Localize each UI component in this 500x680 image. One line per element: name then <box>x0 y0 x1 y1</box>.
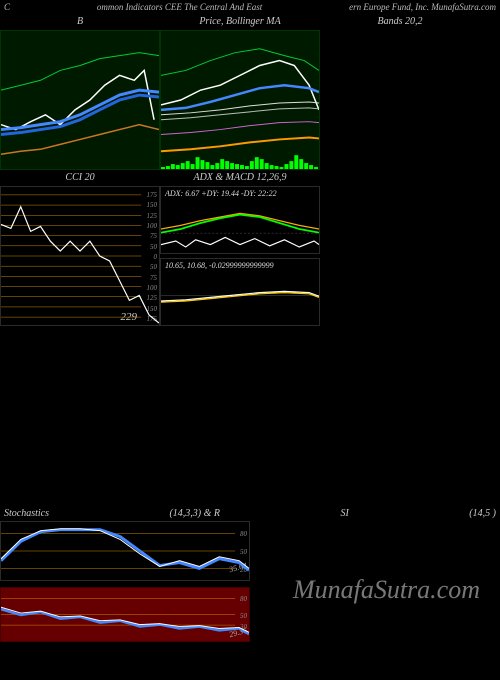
rsi-label: SI <box>340 508 348 519</box>
stoch-label: Stochastics <box>4 508 49 519</box>
macd-panel: 10.65, 10.68, -0.02999999999999 <box>160 258 320 326</box>
adx-macd-stack: ADX: 6.67 +DY: 19.44 -DY: 22:22 10.65, 1… <box>160 186 320 326</box>
title-cci: CCI 20 <box>0 172 160 184</box>
adx-label: ADX: 6.67 +DY: 19.44 -DY: 22:22 <box>165 189 277 198</box>
spacer <box>0 326 500 506</box>
stoch-title-row: Stochastics (14,3,3) & R SI (14,5 ) <box>0 506 500 521</box>
price-panel-2 <box>160 30 320 170</box>
title-bbands-right: Bands 20,2 <box>320 16 480 28</box>
rsi-params: (14,5 ) <box>469 508 496 519</box>
watermark: MunafaSutra.com <box>293 575 480 605</box>
row2: 229 175150125100755005075100125150175 AD… <box>0 186 500 326</box>
title-price-ma: Price, Bollinger MA <box>160 16 320 28</box>
cci-panel: 229 175150125100755005075100125150175 <box>0 186 160 326</box>
row2-titles: CCI 20 ADX & MACD 12,26,9 <box>0 170 500 186</box>
header-left: C <box>4 2 10 12</box>
page-header: C ommon Indicators CEE The Central And E… <box>0 0 500 14</box>
title-adx-macd: ADX & MACD 12,26,9 <box>160 172 320 184</box>
adx-panel: ADX: 6.67 +DY: 19.44 -DY: 22:22 <box>160 186 320 254</box>
header-right: ern Europe Fund, Inc. MunafaSutra.com <box>349 2 496 12</box>
price-panel-1 <box>0 30 160 170</box>
row1 <box>0 30 500 170</box>
row1-titles: B Price, Bollinger MA Bands 20,2 <box>0 14 500 30</box>
header-mid: ommon Indicators CEE The Central And Eas… <box>97 2 262 12</box>
title-bbands-left: B <box>0 16 160 28</box>
macd-label: 10.65, 10.68, -0.02999999999999 <box>165 261 274 270</box>
rsi-panel: 29.36 305080 <box>0 587 250 642</box>
stoch-params: (14,3,3) & R <box>169 508 220 519</box>
stoch-panel: 35.64 205080 <box>0 521 250 581</box>
